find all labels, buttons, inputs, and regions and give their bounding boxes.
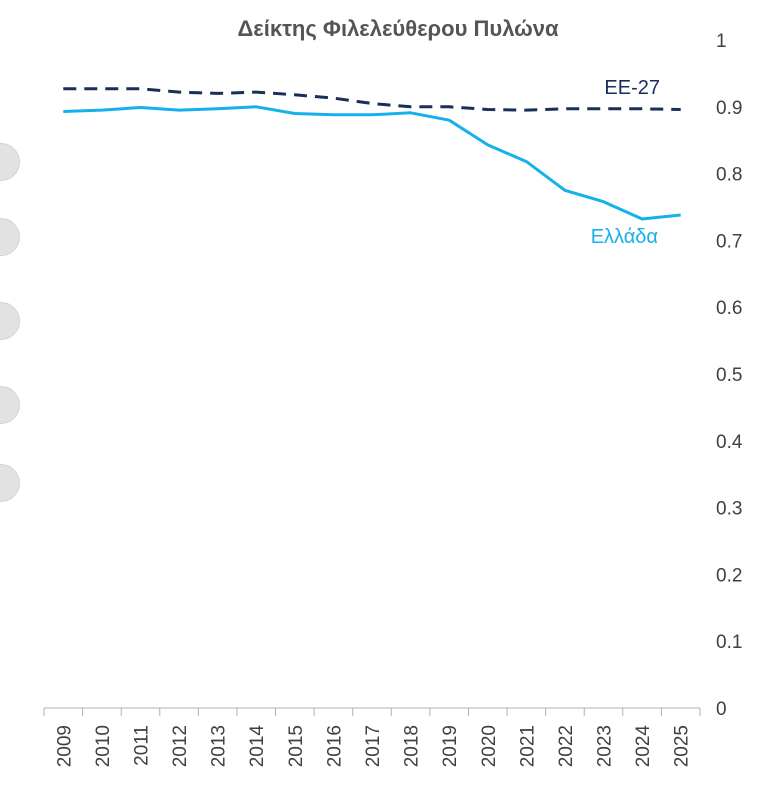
x-tick-label: 2015	[286, 725, 307, 767]
y-tick-label: 0.2	[716, 565, 742, 586]
x-tick-label: 2024	[633, 725, 654, 768]
x-tick-label: 2012	[170, 725, 191, 767]
x-tick-label: 2011	[131, 725, 152, 766]
x-tick-label: 2021	[517, 725, 538, 767]
x-tick-label: 2013	[209, 725, 230, 767]
x-tick-label: 2016	[324, 725, 345, 767]
plot-area: 2009 2010 2011 2012 2013 2014 2015 2016 2017 2018…	[43, 31, 743, 768]
x-tick-label: 2010	[93, 725, 114, 767]
y-tick-label: 1	[716, 31, 727, 52]
x-tick-label: 2019	[440, 725, 461, 767]
y-tick-label: 0	[716, 699, 727, 720]
x-tick-label: 2009	[54, 725, 75, 767]
y-tick-label: 0.3	[716, 499, 742, 520]
x-tick-label: 2014	[247, 725, 268, 768]
y-tick-label: 0.4	[716, 432, 743, 453]
x-tick-label: 2017	[363, 725, 384, 767]
y-tick-label: 0.1	[716, 632, 742, 653]
series-label-1: ΕΕ-27	[604, 77, 660, 99]
y-tick-label: 0.5	[716, 365, 742, 386]
y-tick-label: 0.9	[716, 98, 742, 119]
y-tick-label: 0.7	[716, 231, 742, 252]
chart-title: Δείκτης Φιλελεύθερου Πυλώνα	[237, 16, 559, 41]
x-tick-label: 2025	[672, 725, 693, 767]
series-line-1	[63, 87, 681, 112]
y-tick-label: 0.6	[716, 298, 742, 319]
y-tick-label: 0.8	[716, 165, 742, 186]
x-tick-label: 2023	[595, 725, 616, 767]
x-tick-label: 2018	[402, 725, 423, 767]
x-tick-label: 2022	[556, 725, 577, 767]
x-tick-label: 2020	[479, 725, 500, 767]
series-line-2	[63, 105, 681, 221]
series-label-2: Ελλάδα	[591, 226, 658, 248]
